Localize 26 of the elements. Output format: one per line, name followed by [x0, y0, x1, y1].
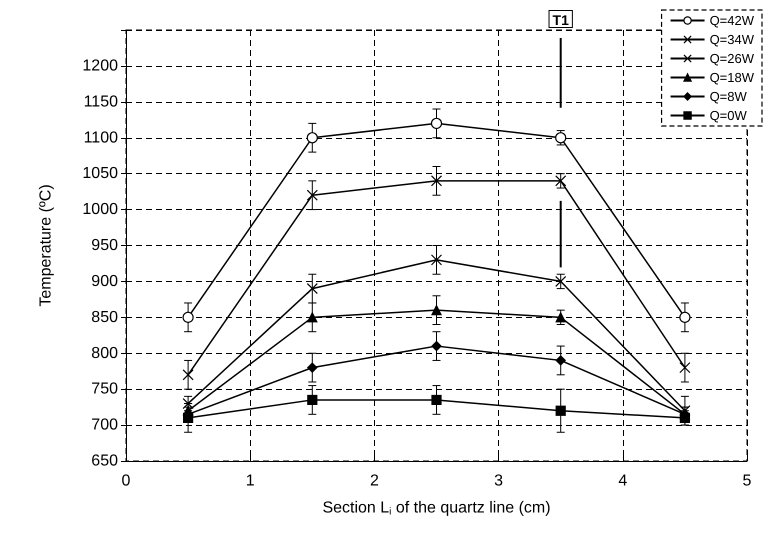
x-tick-label: 2 [370, 472, 379, 490]
y-tick-label: 1000 [82, 201, 118, 218]
y-axis-title: Temperature (ºC) [38, 184, 54, 307]
legend-label: Q=18W [710, 70, 755, 85]
y-tick-label: 850 [91, 308, 118, 326]
legend-label: Q=0W [710, 108, 748, 123]
x-tick-label: 3 [494, 472, 504, 490]
y-tick-label: 1050 [82, 165, 118, 182]
x-tick-label: 4 [618, 472, 628, 490]
y-tick-label: 650 [91, 452, 118, 470]
y-tick-label: 700 [91, 416, 118, 434]
y-tick-label: 1150 [84, 93, 118, 110]
y-tick-label: 1200 [82, 57, 118, 74]
legend-label: Q=42W [710, 13, 755, 28]
legend-label: Q=8W [710, 89, 748, 104]
legend-label: Q=34W [710, 32, 755, 47]
x-tick-label: 1 [246, 472, 255, 490]
x-tick-label: 0 [122, 472, 131, 490]
y-tick-label: 800 [91, 344, 118, 362]
y-tick-label: 1100 [84, 129, 118, 146]
y-tick-label: 750 [91, 380, 118, 398]
legend-label: Q=26W [710, 51, 755, 66]
y-tick-label: 950 [91, 237, 118, 254]
y-tick-label: 900 [91, 272, 118, 290]
x-tick-label: 5 [742, 472, 752, 490]
ref-line-label: T1 [552, 12, 570, 28]
